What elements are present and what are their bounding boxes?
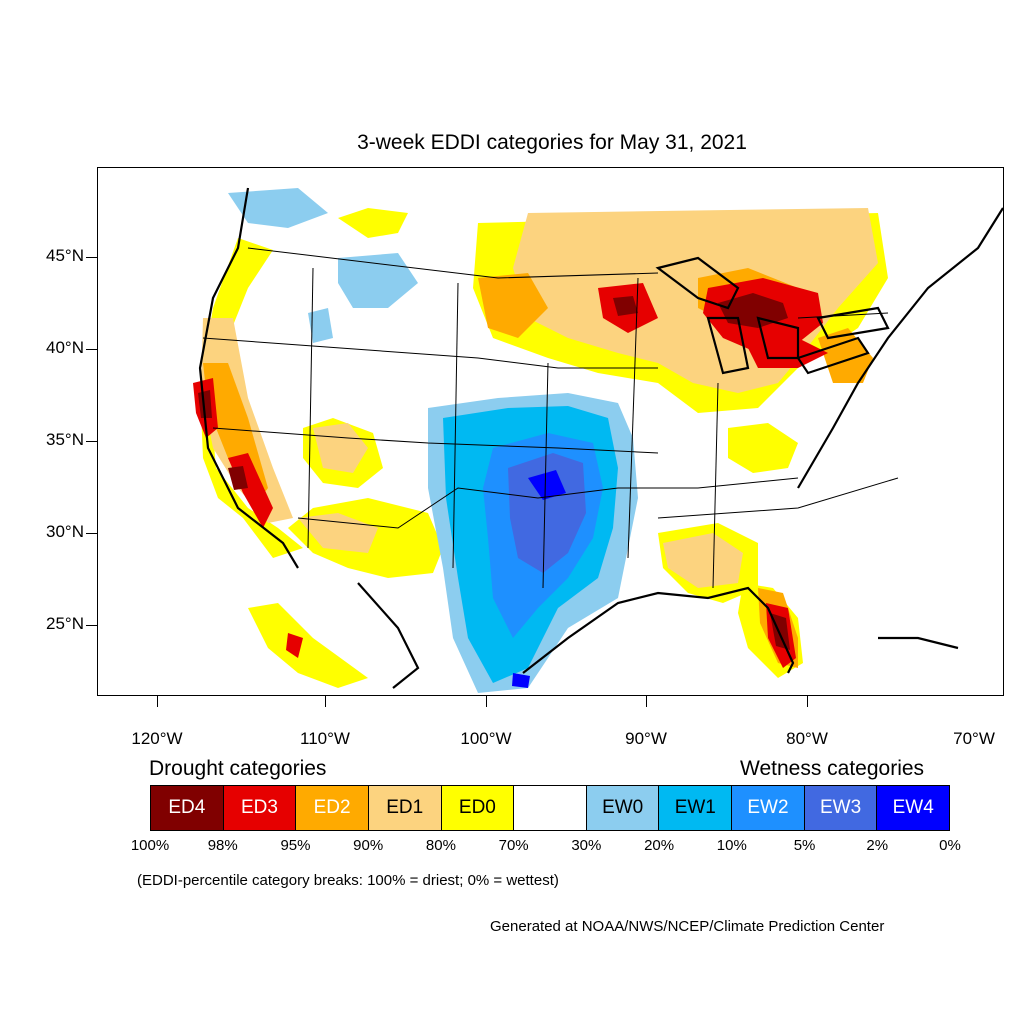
legend-cell-ew0: EW0 [586, 786, 660, 830]
legend-cell-ed1: ED1 [368, 786, 442, 830]
legend-cell-ed2: ED2 [296, 786, 369, 830]
percentile-label: 95% [280, 837, 311, 854]
legend-cell-ed3: ED3 [223, 786, 297, 830]
legend-cell-ew1: EW1 [659, 786, 733, 830]
lat-label-25: 25°N [46, 614, 84, 633]
lon-label-100: 100°W [460, 729, 512, 748]
percentile-label: 2% [866, 837, 889, 854]
ew3-regions [508, 453, 586, 573]
lat-label-35: 35°N [46, 430, 84, 449]
lat-tick-45 [86, 257, 97, 258]
percentile-label: 98% [207, 837, 238, 854]
lon-label-120: 120°W [131, 729, 183, 748]
lon-tick-110 [325, 696, 326, 707]
percentile-label: 0% [939, 837, 961, 854]
percentile-label: 90% [353, 837, 384, 854]
legend-cell-ew3: EW3 [804, 786, 878, 830]
legend-cell-ed4: ED4 [151, 786, 224, 830]
drought-categories-heading: Drought categories [149, 757, 327, 780]
percentile-label: 70% [498, 837, 529, 854]
lon-tick-100 [486, 696, 487, 707]
percentile-label: 100% [130, 837, 170, 854]
wetness-categories-heading: Wetness categories [740, 757, 925, 780]
percentile-label: 30% [571, 837, 602, 854]
percentile-label: 80% [425, 837, 456, 854]
legend-cell-ew4: EW4 [877, 786, 950, 830]
coastlines [198, 187, 1003, 689]
lon-label-90: 90°W [625, 729, 667, 748]
eddi-map-svg [193, 187, 1003, 693]
lat-tick-30 [86, 533, 97, 534]
legend-cell-normal [514, 786, 587, 830]
lat-label-45: 45°N [46, 246, 84, 265]
ew4-regions [512, 470, 566, 688]
percentile-label: 10% [716, 837, 747, 854]
lat-label-30: 30°N [46, 522, 84, 541]
legend-cell-ew2: EW2 [732, 786, 805, 830]
lon-label-70: 70°W [953, 729, 995, 748]
eddi-map [97, 167, 1004, 696]
credit-line: Generated at NOAA/NWS/NCEP/Climate Predi… [490, 918, 885, 935]
lon-tick-120 [157, 696, 158, 707]
percentile-label: 5% [793, 837, 816, 854]
lon-tick-80 [807, 696, 808, 707]
category-note: (EDDI-percentile category breaks: 100% =… [137, 872, 559, 889]
ed4-regions [198, 293, 790, 650]
lon-label-80: 80°W [786, 729, 828, 748]
boundary-lines [202, 247, 899, 589]
lat-tick-35 [86, 441, 97, 442]
lon-label-110: 110°W [300, 729, 350, 748]
category-legend: ED4 ED3 ED2 ED1 ED0 EW0 EW1 EW2 EW3 EW4 [150, 785, 950, 831]
lon-tick-90 [646, 696, 647, 707]
lat-tick-40 [86, 349, 97, 350]
legend-cell-ed0: ED0 [441, 786, 515, 830]
map-title: 3-week EDDI categories for May 31, 2021 [357, 131, 747, 154]
percentile-label: 20% [644, 837, 675, 854]
lat-label-40: 40°N [46, 338, 84, 357]
lat-tick-25 [86, 625, 97, 626]
